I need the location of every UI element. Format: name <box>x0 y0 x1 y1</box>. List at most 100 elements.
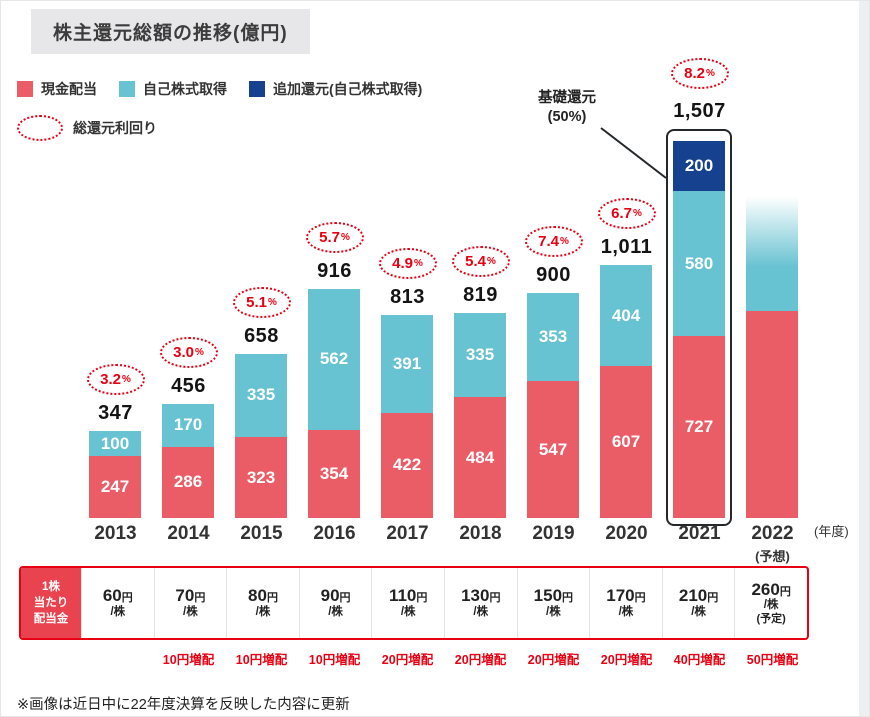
year-label: 2019 <box>532 523 575 544</box>
year-label: 2013 <box>94 523 137 544</box>
cash-dividend-segment: 247 <box>89 456 141 518</box>
increase-cell: 20円増配 <box>381 653 434 667</box>
yield-badge: 5.4% <box>451 246 510 278</box>
base-return-annotation: 基礎還元 (50%) <box>521 89 613 127</box>
base-return-connector-line <box>600 127 667 179</box>
chart-columns: 247 100 347 3.2% 2013 286 170 456 3.0% 2014 323 335… <box>79 1 809 576</box>
bar-plot: 422 391 813 4.9% <box>371 1 444 518</box>
dividend-cell: 80円/株 <box>226 568 299 638</box>
year-label: 2016 <box>313 523 356 544</box>
chart-column-2014: 286 170 456 3.0% 2014 <box>152 1 225 576</box>
share-buyback-segment: 335 <box>235 353 287 438</box>
increase-cell <box>79 649 152 668</box>
bar-plot: 354 562 916 5.7% <box>298 1 371 518</box>
chart-column-2017: 422 391 813 4.9% 2017 <box>371 1 444 576</box>
share-buyback-segment: 562 <box>308 289 360 430</box>
increase-cell: 40円増配 <box>673 653 726 667</box>
dividend-cell: 170円/株 <box>589 568 662 638</box>
year-label: 2017 <box>386 523 429 544</box>
dividend-cell: 130円/株 <box>443 568 517 638</box>
increase-cell: 20円増配 <box>527 653 580 667</box>
yield-badge: 8.2% <box>670 58 729 90</box>
legend-cash-dividend-label: 現金配当 <box>41 81 97 97</box>
chart-column-2015: 323 335 658 5.1% 2015 <box>225 1 298 576</box>
share-buyback-segment: 580 <box>673 191 725 337</box>
increase-cell: 10円増配 <box>308 653 361 667</box>
year-label: 2020 <box>605 523 648 544</box>
bar-plot: 247 100 347 3.2% <box>79 1 152 518</box>
bar-plot: 727 580 200 1,507 8.2% <box>663 1 736 526</box>
dividend-header-line1: 1株 <box>42 580 60 593</box>
dividend-cell: 60円/株 <box>81 568 154 638</box>
total-label: 900 <box>536 264 571 286</box>
chart-column-2019: 547 353 900 7.4% 2019 <box>517 1 590 576</box>
page-edge-strip <box>859 1 869 716</box>
total-label: 813 <box>390 285 425 308</box>
cash-dividend-segment: 547 <box>527 381 579 518</box>
dividend-header-line2: 当たり <box>33 596 69 609</box>
chart-column-2021: 727 580 200 1,507 8.2% 2021 <box>663 1 736 576</box>
yield-badge: 7.4% <box>524 226 583 257</box>
yield-badge: 6.7% <box>597 198 656 230</box>
bar-plot: 484 335 819 5.4% <box>444 1 517 518</box>
cash-dividend-segment <box>746 310 798 518</box>
year-label: 2014 <box>167 523 210 544</box>
total-yield-ellipse-icon <box>17 115 63 141</box>
additional-return-segment: 200 <box>673 141 725 192</box>
chart-column-2022: 2022 (予想) <box>736 1 809 576</box>
total-label: 819 <box>463 284 498 307</box>
dividend-cells: 60円/株 70円/株 80円/株 90円/株 110円/株 130円/株 150円/株 17… <box>81 568 807 638</box>
dividend-cell: 210円/株 <box>661 568 735 638</box>
legend-share-buyback-label: 自己株式取得 <box>143 81 227 97</box>
legend-share-buyback-swatch <box>119 81 135 97</box>
dividend-header-line3: 配当金 <box>33 613 69 626</box>
share-buyback-segment: 353 <box>527 293 579 382</box>
bar-plot: 607 404 1,011 6.7% <box>590 1 663 518</box>
year-label: 2018 <box>459 523 502 544</box>
yield-badge: 5.1% <box>232 286 291 318</box>
total-label: 347 <box>98 402 133 425</box>
base-return-percent: (50%) <box>547 108 587 125</box>
total-label: 916 <box>317 260 352 282</box>
cash-dividend-segment: 323 <box>235 437 287 518</box>
share-buyback-segment: 391 <box>381 314 433 413</box>
chart-column-2016: 354 562 916 5.7% 2016 <box>298 1 371 576</box>
increase-cell: 10円増配 <box>162 653 215 667</box>
yield-badge: 5.7% <box>305 222 364 253</box>
chart-legend-yield: 総還元利回り <box>17 115 179 141</box>
cash-dividend-segment: 286 <box>162 446 214 518</box>
share-buyback-segment: 100 <box>89 431 141 457</box>
cash-dividend-segment: 727 <box>673 336 725 518</box>
legend-cash-dividend-swatch <box>17 81 33 97</box>
year-label: 2021 <box>678 523 721 544</box>
cash-dividend-segment: 484 <box>454 397 506 518</box>
cash-dividend-segment: 607 <box>600 366 652 518</box>
legend-additional-return-label: 追加還元(自己株式取得) <box>273 81 423 97</box>
total-label: 456 <box>171 375 206 397</box>
dividend-cell: 90円/株 <box>298 568 372 638</box>
increase-cell: 20円増配 <box>600 653 653 667</box>
dividend-cell: 150円/株 <box>516 568 590 638</box>
yield-badge: 3.2% <box>86 364 145 396</box>
cash-dividend-segment: 422 <box>381 412 433 518</box>
yield-badge: 4.9% <box>378 247 437 279</box>
year-label: 2022 <box>751 523 794 544</box>
dividend-table-header: 1株 当たり 配当金 <box>21 568 81 638</box>
total-yield-label: 総還元利回り <box>73 120 157 136</box>
total-label: 658 <box>244 324 279 347</box>
share-buyback-segment: 335 <box>454 313 506 397</box>
share-buyback-segment: 404 <box>600 265 652 367</box>
highlight-box <box>666 129 732 526</box>
chart-column-2020: 607 404 1,011 6.7% 2020 <box>590 1 663 576</box>
bar-plot: 323 335 658 5.1% <box>225 1 298 518</box>
bar-plot: 547 353 900 7.4% <box>517 1 590 518</box>
bar-plot: 286 170 456 3.0% <box>152 1 225 518</box>
axis-unit-label: (年度) <box>814 524 849 539</box>
bar-plot <box>736 1 809 518</box>
footnote: ※画像は近日中に22年度決算を反映した内容に更新 <box>17 697 350 713</box>
legend-additional-return-swatch <box>249 81 265 97</box>
page-title: 株主還元総額の推移(億円) <box>31 9 310 54</box>
year-note: (予想) <box>755 549 790 564</box>
dividend-cell: 110円/株 <box>371 568 444 638</box>
